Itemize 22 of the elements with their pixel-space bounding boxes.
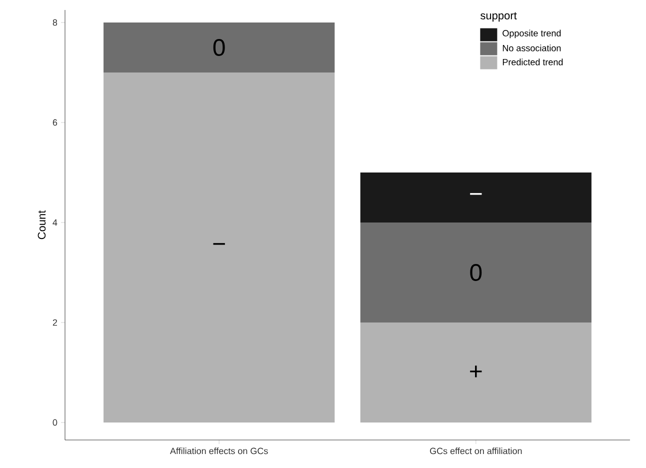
annotation: + bbox=[470, 366, 482, 378]
legend-label: Predicted trend bbox=[502, 58, 563, 66]
y-tick-label: 6 bbox=[52, 119, 58, 126]
annotation: 0 bbox=[213, 39, 225, 56]
x-tick-label: Affiliation effects on GCs bbox=[170, 448, 268, 454]
legend-title: support bbox=[480, 12, 517, 22]
bar bbox=[360, 172, 592, 222]
annotation: − bbox=[213, 243, 225, 245]
bar bbox=[104, 72, 335, 422]
annotation: 0 bbox=[470, 264, 482, 281]
y-tick-label: 2 bbox=[52, 319, 58, 326]
annotation: − bbox=[470, 193, 482, 195]
y-tick-label: 0 bbox=[52, 419, 58, 426]
legend-label: No association bbox=[502, 44, 561, 52]
y-axis-title: Count bbox=[38, 210, 46, 240]
y-tick-label: 8 bbox=[52, 19, 58, 26]
bar bbox=[104, 22, 335, 72]
legend-label: Opposite trend bbox=[502, 30, 561, 38]
y-tick-label: 4 bbox=[52, 219, 58, 226]
x-tick-label: GCs effect on affiliation bbox=[430, 448, 522, 454]
bar bbox=[360, 222, 592, 322]
bar bbox=[360, 322, 592, 422]
